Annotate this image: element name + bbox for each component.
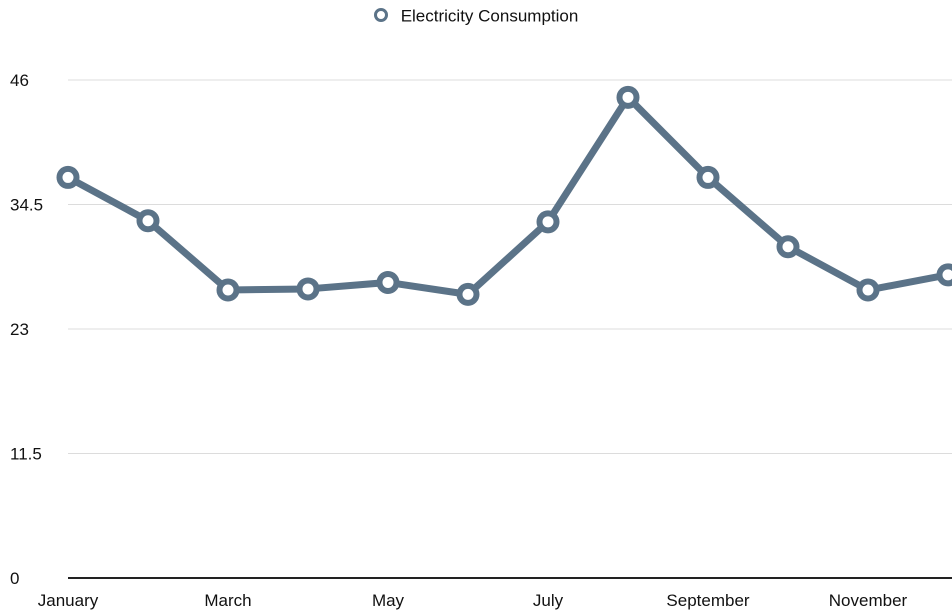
data-point xyxy=(296,277,320,301)
series-line xyxy=(64,93,952,298)
data-point xyxy=(856,278,880,302)
data-point xyxy=(696,165,720,189)
data-point xyxy=(456,282,480,306)
y-tick-label: 0 xyxy=(10,569,19,588)
data-point xyxy=(136,209,160,233)
legend-marker-icon xyxy=(373,7,388,22)
x-tick-label: July xyxy=(533,591,564,610)
y-tick-label: 23 xyxy=(10,320,29,339)
x-tick-label: January xyxy=(38,591,99,610)
x-tick-label: September xyxy=(666,591,749,610)
data-point xyxy=(776,235,800,259)
y-tick-label: 46 xyxy=(10,71,29,90)
x-tick-label: May xyxy=(372,591,405,610)
data-point xyxy=(376,270,400,294)
data-point xyxy=(616,85,640,109)
x-tick-label: November xyxy=(829,591,908,610)
y-tick-label: 34.5 xyxy=(10,196,43,215)
x-tick-label: March xyxy=(204,591,251,610)
data-point xyxy=(536,210,560,234)
data-point xyxy=(56,165,80,189)
y-tick-label: 11.5 xyxy=(10,445,42,464)
legend-label: Electricity Consumption xyxy=(400,6,579,26)
data-point xyxy=(936,263,952,287)
chart-legend: Electricity Consumption xyxy=(0,6,952,27)
data-point xyxy=(216,278,240,302)
